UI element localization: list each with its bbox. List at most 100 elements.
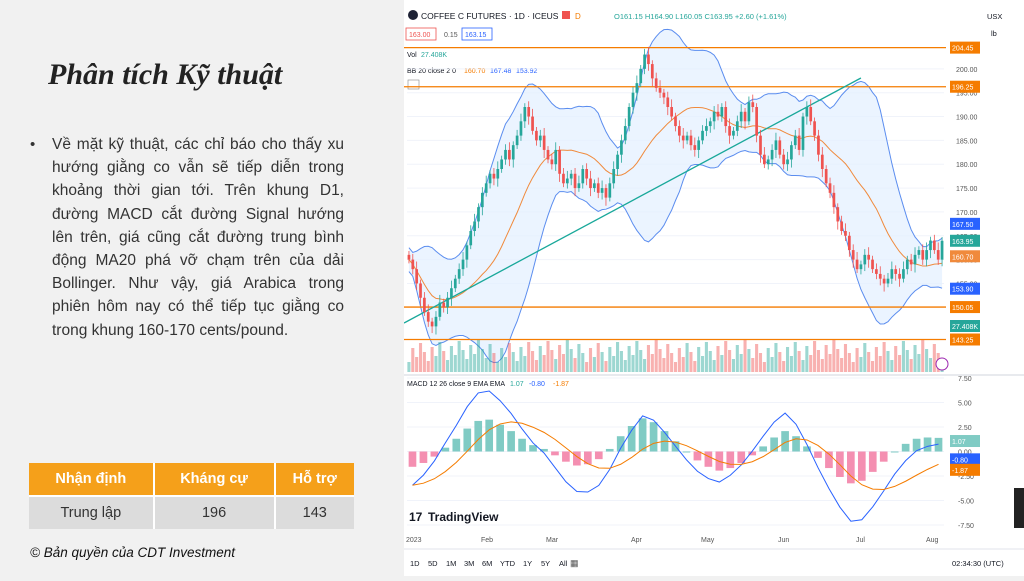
macd-histogram-bar (803, 446, 811, 452)
volume-bar (500, 348, 504, 372)
volume-bar (863, 343, 867, 372)
volume-bar (720, 355, 724, 372)
macd-signal-value: -1.87 (553, 381, 569, 388)
price-tick-label: 190.00 (956, 115, 978, 122)
candle (650, 64, 654, 79)
macd-histogram-bar (781, 431, 789, 452)
candle (824, 169, 828, 184)
summary-header-row: Nhận định Kháng cự Hỗ trợ (29, 463, 354, 496)
candle (461, 259, 465, 270)
timeframe-button[interactable]: 6M (482, 559, 492, 568)
timeframe-button[interactable]: 1D (410, 559, 420, 568)
price-tick-label: 200.00 (956, 67, 978, 74)
volume-bar (673, 362, 678, 372)
macd-tick-label: -5.00 (958, 499, 974, 506)
currency-label[interactable]: USX (987, 12, 1002, 21)
volume-bar (585, 362, 589, 372)
unit-label[interactable]: lb (991, 29, 997, 38)
timeframe-button[interactable]: YTD (500, 559, 516, 568)
volume-bar (685, 343, 689, 372)
volume-bar (422, 352, 426, 372)
macd-tick-label: 5.00 (958, 401, 972, 408)
bb-upper-value: 167.48 (490, 68, 512, 75)
candle (577, 183, 581, 189)
price-tick-label: 185.00 (956, 138, 978, 145)
level-tag-label: 150.05 (952, 305, 974, 312)
candle (573, 173, 577, 189)
macd-histogram-bar (594, 451, 603, 460)
volume-bar (596, 343, 600, 372)
timeframe-button[interactable]: 5D (428, 559, 438, 568)
volume-bar (411, 348, 415, 372)
candle (817, 135, 820, 155)
volume-bar (805, 346, 809, 372)
collapse-legend-icon[interactable] (407, 79, 420, 90)
candle (886, 278, 890, 284)
macd-label: MACD 12 26 close 9 EMA EMA (407, 381, 505, 388)
macd-histogram-bar (562, 451, 570, 462)
candle (832, 192, 836, 208)
symbol-title: COFFEE C FUTURES · 1D · ICEUS (421, 11, 559, 21)
volume-bar (724, 341, 728, 372)
macd-histogram-bar (792, 436, 800, 452)
timeframe-button[interactable]: 1M (446, 559, 456, 568)
macd-histogram-bar (496, 424, 504, 452)
price-tick-label: 175.00 (956, 186, 978, 193)
macd-histogram-bar (408, 451, 417, 467)
candle (419, 283, 422, 298)
volume-label: Vol (407, 52, 417, 59)
date-range-icon[interactable]: ▦ (570, 558, 579, 568)
alert-bolt-icon[interactable] (935, 357, 949, 371)
candle (620, 140, 623, 155)
candle (608, 183, 612, 198)
header-support: Hỗ trợ (273, 463, 354, 496)
volume-bar (704, 342, 708, 372)
volume-bar (473, 354, 477, 372)
candle (674, 116, 677, 127)
candle (627, 107, 631, 127)
volume-bar (415, 357, 419, 372)
volume-bar (581, 353, 585, 372)
volume-bar (643, 359, 647, 372)
volume-bar (809, 355, 813, 372)
candle (442, 302, 446, 308)
chart-svg[interactable]: COFFEE C FUTURES · 1D · ICEUS D O161.15 … (403, 0, 1024, 576)
volume-bar (496, 362, 500, 372)
bid-price: 163.00 (409, 32, 431, 39)
candle (658, 87, 662, 93)
macd-histogram-bar (704, 451, 713, 467)
candle (647, 54, 650, 65)
macd-line (412, 390, 939, 522)
candle (739, 111, 743, 122)
ask-button[interactable] (461, 27, 493, 41)
volume-bar (565, 340, 569, 372)
volume-bar (523, 356, 527, 372)
candle (469, 231, 473, 246)
trend-line[interactable] (403, 77, 862, 324)
x-tick-label: 2023 (406, 537, 422, 544)
volume-bar (716, 346, 720, 372)
macd-histogram-bar (934, 437, 943, 452)
bid-button[interactable] (405, 27, 437, 41)
volume-bar (782, 361, 786, 372)
candle (875, 269, 878, 274)
price-tag (950, 282, 980, 295)
x-tick-label: May (701, 537, 715, 544)
candle (720, 107, 724, 117)
candle (921, 250, 925, 260)
candle (786, 159, 789, 165)
analysis-paragraph: Về mặt kỹ thuật, các chỉ báo cho thấy xu… (52, 136, 344, 339)
candle (894, 269, 898, 274)
price-tag-label: 167.50 (952, 222, 974, 229)
volume-bar (886, 351, 890, 372)
macd-histogram-bar (847, 451, 855, 484)
timeframe-button[interactable]: 3M (464, 559, 474, 568)
volume-bar (546, 341, 550, 372)
timeframe-button[interactable]: All (559, 559, 568, 568)
candle (728, 126, 731, 136)
timeframe-button[interactable]: 5Y (541, 559, 550, 568)
volume-bar (418, 343, 423, 372)
tradingview-chart[interactable]: COFFEE C FUTURES · 1D · ICEUS D O161.15 … (403, 0, 1024, 576)
volume-bar (708, 351, 712, 372)
timeframe-button[interactable]: 1Y (523, 559, 532, 568)
